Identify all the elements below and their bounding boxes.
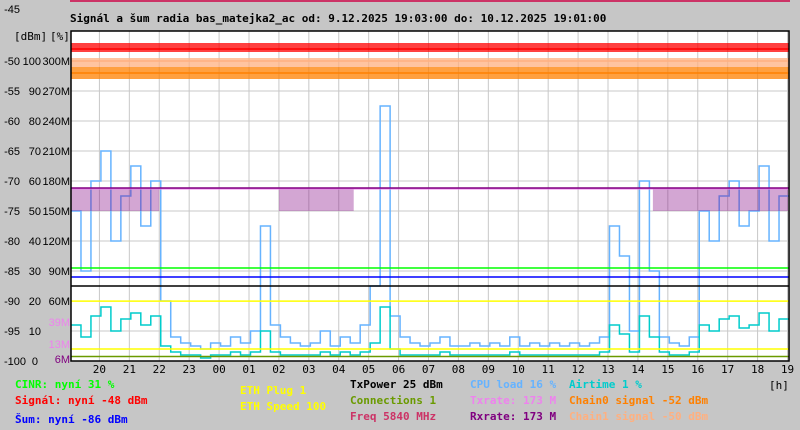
y-tick-percent: 0 [32, 356, 38, 368]
y-tick-percent: 70 [29, 146, 41, 158]
x-tick-label: 06 [392, 363, 405, 376]
x-tick-label: 11 [542, 363, 555, 376]
x-tick-label: 08 [452, 363, 465, 376]
chart-title: Signál a šum radia bas_matejka2_ac od: 9… [70, 12, 606, 25]
x-tick-label: 12 [571, 363, 584, 376]
x-tick-label: 01 [242, 363, 255, 376]
rate-marker-label: 13M [49, 339, 70, 351]
y-tick-percent: 90 [29, 86, 41, 98]
y-tick-dbm: -45 [4, 4, 20, 16]
rxrate-dip-region [71, 188, 160, 211]
rxrate-dip-region [278, 188, 354, 211]
rxrate-dip-region [652, 188, 789, 211]
y-tick-percent: 30 [29, 266, 41, 278]
legend-connections: Connections 1 [350, 394, 437, 407]
y-tick-dbm: -60 [4, 116, 20, 128]
plot-frame [70, 30, 790, 362]
y-tick-rate: 300M [42, 56, 70, 68]
x-tick-label: 18 [751, 363, 764, 376]
x-tick-label: 09 [482, 363, 495, 376]
y-tick-percent: 100 [23, 56, 41, 68]
legend-noise: Šum: nyní -86 dBm [15, 413, 128, 426]
x-tick-label: 02 [272, 363, 285, 376]
y-tick-percent: 20 [29, 296, 41, 308]
plot-area [71, 31, 789, 361]
y-tick-rate: 180M [42, 176, 70, 188]
x-tick-label: 21 [123, 363, 136, 376]
legend-freq: Freq 5840 MHz [350, 410, 437, 423]
legend-txpower: TxPower 25 dBm [350, 378, 443, 391]
y-tick-dbm: -90 [4, 296, 20, 308]
x-tick-label: 19 [781, 363, 794, 376]
y-tick-rate: 240M [42, 116, 70, 128]
y-tick-percent: 50 [29, 206, 41, 218]
x-tick-label: 13 [601, 363, 614, 376]
rate-marker-label: 6M [55, 354, 70, 366]
airtime-series [71, 306, 789, 359]
legend-cinr: CINR: nyní 31 % [15, 378, 115, 391]
y-tick-percent: 80 [29, 116, 41, 128]
cpu-load-series [71, 105, 789, 350]
y-tick-dbm: -100 [4, 356, 26, 368]
y-tick-rate: 150M [42, 206, 70, 218]
y-tick-rate: 90M [49, 266, 70, 278]
legend-chain1: Chain1 signal -50 dBm [569, 410, 709, 423]
legend-txrate: Txrate: 173 M [470, 394, 557, 407]
legend-eth-speed: ETH Speed 100 [240, 400, 327, 413]
y-tick-dbm: -80 [4, 236, 20, 248]
x-tick-label: 00 [212, 363, 225, 376]
unit-hours: [h] [769, 379, 789, 392]
legend-signal: Signál: nyní -48 dBm [15, 394, 148, 407]
y-tick-percent: 60 [29, 176, 41, 188]
y-tick-dbm: -55 [4, 86, 20, 98]
x-tick-label: 07 [422, 363, 435, 376]
x-tick-label: 14 [631, 363, 645, 376]
x-tick-label: 03 [302, 363, 315, 376]
legend-airtime: Airtime 1 % [569, 378, 642, 391]
y-tick-dbm: -95 [4, 326, 20, 338]
legend-rxrate: Rxrate: 173 M [470, 410, 557, 423]
signal-series-band [71, 43, 789, 52]
x-tick-label: 17 [721, 363, 734, 376]
chain1-series-band [71, 58, 789, 67]
y-tick-dbm: -50 [4, 56, 20, 68]
legend-cpu: CPU load 16 % [470, 378, 557, 391]
y-tick-rate: 270M [42, 86, 70, 98]
x-tick-label: 22 [153, 363, 166, 376]
y-tick-dbm: -70 [4, 176, 20, 188]
x-tick-label: 16 [691, 363, 704, 376]
unit-percent: [%] [50, 30, 70, 43]
x-tick-label: 15 [661, 363, 674, 376]
y-tick-dbm: -85 [4, 266, 20, 278]
y-tick-dbm: -65 [4, 146, 20, 158]
y-tick-percent: 40 [29, 236, 41, 248]
x-tick-label: 23 [183, 363, 196, 376]
legend-chain0: Chain0 signal -52 dBm [569, 394, 709, 407]
y-tick-rate: 60M [49, 296, 70, 308]
x-tick-label: 04 [332, 363, 346, 376]
legend-eth-plug: ETH Plug 1 [240, 384, 307, 397]
y-tick-dbm: -75 [4, 206, 20, 218]
x-tick-label: 10 [512, 363, 525, 376]
y-tick-percent: 10 [29, 326, 41, 338]
x-tick-label: 05 [362, 363, 375, 376]
x-tick-label: 20 [93, 363, 106, 376]
y-tick-rate: 120M [42, 236, 70, 248]
rate-marker-label: 39M [49, 317, 70, 329]
unit-dbm: [dBm] [14, 30, 47, 43]
y-tick-rate: 210M [42, 146, 70, 158]
